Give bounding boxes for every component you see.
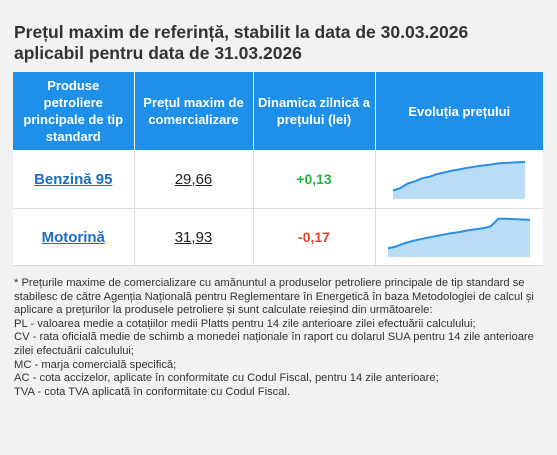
- price-value[interactable]: 31,93: [174, 228, 213, 246]
- column-header-daily-change: Dinamica zilnică a prețului (lei): [253, 72, 376, 150]
- daily-change-cell: -0,17: [253, 208, 376, 266]
- page-title-line-1: Prețul maxim de referință, stabilit la d…: [14, 22, 469, 42]
- footnote-intro: * Prețurile maxime de comercializare cu …: [14, 277, 534, 317]
- product-link-motorina[interactable]: Motorină: [41, 228, 105, 246]
- evolution-cell: [375, 208, 543, 266]
- sparkline-line: [388, 217, 531, 250]
- footnote-tva: TVA - cota TVA aplicată în conformitate …: [14, 385, 291, 398]
- price-value[interactable]: 29,66: [174, 170, 213, 188]
- sparkline-line: [392, 160, 526, 192]
- fuel-price-table: Produse petroliere principale de tip sta…: [13, 72, 543, 266]
- price-trend-sparkline[interactable]: [392, 159, 526, 199]
- footnote-ac: AC - cota accizelor, aplicate în conform…: [14, 372, 439, 385]
- daily-change-value: +0,13: [296, 170, 332, 187]
- daily-change-cell: +0,13: [253, 150, 376, 209]
- footnote-cv: CV - rata oficială medie de schimb a mon…: [14, 331, 534, 357]
- price-cell: 31,93: [134, 208, 254, 266]
- column-header-product: Produse petroliere principale de tip sta…: [13, 72, 135, 150]
- page-title-line-2: aplicabil pentru data de 31.03.2026: [14, 43, 302, 63]
- table-header-row: Produse petroliere principale de tip sta…: [13, 72, 543, 150]
- price-cell: 29,66: [134, 150, 254, 209]
- table-row: Motorină 31,93 -0,17: [13, 208, 543, 266]
- table-row: Benzină 95 29,66 +0,13: [13, 150, 543, 209]
- column-header-evolution: Evoluția prețului: [375, 72, 543, 150]
- daily-change-value: -0,17: [298, 228, 330, 245]
- page-title: Prețul maxim de referință, stabilit la d…: [14, 22, 544, 64]
- footnote-pl: PL - valoarea medie a cotațiilor medii P…: [14, 317, 476, 330]
- footnote-mc: MC - marja comercială specifică;: [14, 358, 177, 371]
- product-cell: Benzină 95: [13, 150, 135, 209]
- column-header-price: Prețul maxim de comercializare: [134, 72, 254, 150]
- evolution-cell: [375, 150, 543, 209]
- product-link-benzina-95[interactable]: Benzină 95: [34, 170, 113, 188]
- sparkline-area: [388, 218, 531, 257]
- price-trend-sparkline[interactable]: [387, 217, 531, 257]
- footnotes: * Prețurile maxime de comercializare cu …: [14, 277, 546, 399]
- sparkline-area: [393, 161, 526, 199]
- product-cell: Motorină: [13, 208, 135, 266]
